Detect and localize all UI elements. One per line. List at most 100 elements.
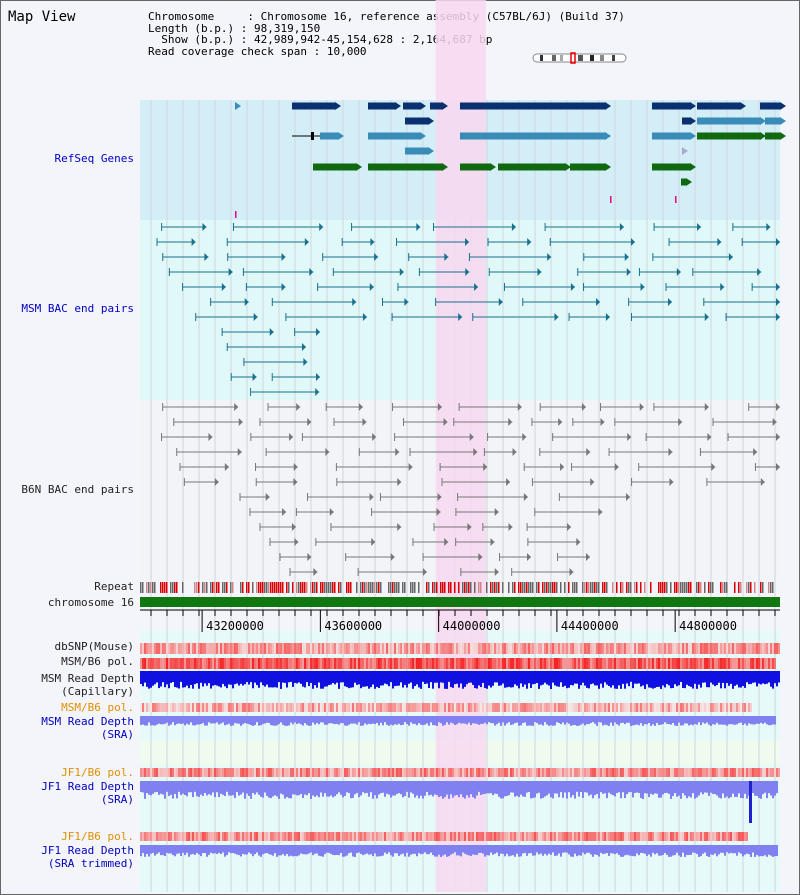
heat-cell bbox=[254, 832, 256, 841]
depth-bar bbox=[490, 671, 492, 688]
heat-cell bbox=[232, 643, 234, 654]
heat-cell bbox=[422, 703, 424, 712]
chromosome-ideogram[interactable] bbox=[532, 52, 627, 64]
heat-cell bbox=[658, 768, 660, 777]
depth-bar bbox=[580, 671, 582, 686]
repeat-element bbox=[414, 582, 416, 593]
heat-cell bbox=[466, 658, 468, 669]
track-label-refseq[interactable]: RefSeq Genes bbox=[54, 152, 134, 165]
depth-bar bbox=[168, 716, 170, 726]
heat-cell bbox=[694, 832, 696, 841]
depth-bar bbox=[260, 716, 262, 726]
heat-cell bbox=[232, 703, 234, 712]
heat-cell bbox=[360, 768, 362, 777]
heat-cell bbox=[194, 832, 196, 841]
heat-cell bbox=[450, 768, 452, 777]
depth-bar bbox=[644, 845, 646, 854]
depth-bar bbox=[302, 845, 304, 855]
heat-cell bbox=[746, 832, 748, 841]
depth-bar bbox=[514, 845, 516, 857]
depth-bar bbox=[770, 845, 772, 856]
heat-cell bbox=[352, 643, 354, 654]
depth-bar bbox=[316, 716, 318, 723]
heat-cell bbox=[162, 703, 164, 712]
heat-cell bbox=[302, 658, 304, 669]
heat-cell bbox=[482, 768, 484, 777]
track-label-msm-bac[interactable]: MSM BAC end pairs bbox=[21, 302, 134, 315]
depth-bar bbox=[726, 716, 728, 726]
refseq-genes-track[interactable] bbox=[235, 102, 786, 218]
depth-bar bbox=[714, 781, 716, 795]
heat-cell bbox=[340, 658, 342, 669]
heat-cell bbox=[234, 658, 236, 669]
heat-cell bbox=[284, 703, 286, 712]
heat-cell bbox=[224, 832, 226, 841]
heat-cell bbox=[724, 832, 726, 841]
gene-strand-arrow bbox=[780, 102, 786, 110]
heat-cell bbox=[718, 643, 720, 654]
heat-cell bbox=[340, 832, 342, 841]
heat-cell bbox=[318, 832, 320, 841]
heat-cell bbox=[256, 643, 258, 654]
heat-cell bbox=[666, 768, 668, 777]
heat-cell bbox=[424, 658, 426, 669]
depth-bar bbox=[568, 716, 570, 724]
heat-cell bbox=[336, 643, 338, 654]
depth-bar bbox=[164, 781, 166, 799]
heat-cell bbox=[306, 643, 308, 654]
depth-bar bbox=[578, 781, 580, 797]
heat-cell bbox=[700, 768, 702, 777]
heat-cell bbox=[524, 703, 526, 712]
b6n-bac-track[interactable] bbox=[161, 403, 780, 576]
depth-bar bbox=[184, 716, 186, 726]
heat-cell bbox=[222, 658, 224, 669]
msm-bac-track[interactable] bbox=[156, 223, 780, 396]
heat-cell bbox=[422, 768, 424, 777]
heat-cell bbox=[704, 832, 706, 841]
heat-cell bbox=[476, 768, 478, 777]
track-label-b6n-bac[interactable]: B6N BAC end pairs bbox=[21, 483, 134, 496]
heat-cell bbox=[522, 643, 524, 654]
heat-cell bbox=[426, 768, 428, 777]
heat-cell bbox=[314, 703, 316, 712]
heat-cell bbox=[162, 643, 164, 654]
depth-bar bbox=[466, 671, 468, 685]
heat-cell bbox=[386, 703, 388, 712]
heat-cell bbox=[644, 703, 646, 712]
heat-cell bbox=[406, 832, 408, 841]
depth-bar bbox=[166, 781, 168, 792]
depth-bar bbox=[360, 671, 362, 689]
depth-bar bbox=[452, 671, 454, 688]
depth-bar bbox=[638, 781, 640, 793]
heat-cell bbox=[284, 768, 286, 777]
heat-cell bbox=[734, 658, 736, 669]
heat-cell bbox=[604, 768, 606, 777]
heat-cell bbox=[732, 658, 734, 669]
heat-cell bbox=[678, 658, 680, 669]
heat-cell bbox=[370, 768, 372, 777]
depth-bar bbox=[466, 781, 468, 796]
depth-bar bbox=[772, 671, 774, 689]
heat-cell bbox=[404, 643, 406, 654]
heat-cell bbox=[176, 768, 178, 777]
heat-cell bbox=[146, 768, 148, 777]
heat-cell bbox=[228, 832, 230, 841]
depth-bar bbox=[168, 845, 170, 854]
heat-cell bbox=[250, 658, 252, 669]
heat-cell bbox=[700, 643, 702, 654]
depth-bar bbox=[480, 845, 482, 853]
heat-cell bbox=[182, 658, 184, 669]
repeat-element bbox=[682, 582, 684, 593]
depth-bar bbox=[306, 845, 308, 855]
depth-bar bbox=[448, 845, 450, 857]
heat-cell bbox=[412, 703, 414, 712]
depth-bar bbox=[210, 781, 212, 796]
heat-cell bbox=[514, 703, 516, 712]
heat-cell bbox=[358, 832, 360, 841]
heat-cell bbox=[384, 832, 386, 841]
heat-cell bbox=[192, 832, 194, 841]
heat-cell bbox=[608, 768, 610, 777]
heat-cell bbox=[510, 643, 512, 654]
depth-bar bbox=[450, 781, 452, 795]
